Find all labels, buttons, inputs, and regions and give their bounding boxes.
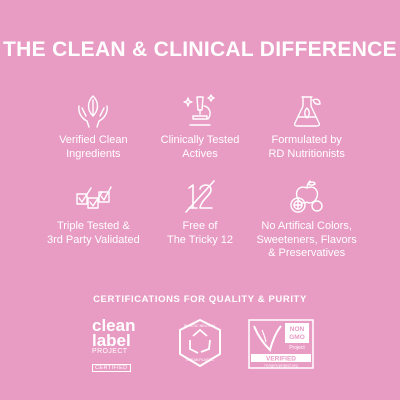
- svg-text:GMO: GMO: [289, 334, 305, 341]
- feature-verified-clean: Verified Clean Ingredients: [40, 92, 147, 178]
- svg-text:OCEAN PLASTIC: OCEAN PLASTIC: [186, 358, 214, 362]
- fruit-icon: [289, 180, 323, 213]
- non-gmo-project-logo: NON GMO Project VERIFIED nongmoproject.o…: [248, 318, 314, 370]
- crossed-12-icon: [185, 180, 215, 213]
- feature-triple-tested: Triple Tested & 3rd Party Validated: [40, 178, 147, 272]
- feature-no-artificial: No Artifical Colors, Sweeteners, Flavors &…: [253, 178, 360, 272]
- feature-label: Verified Clean Ingredients: [59, 134, 128, 160]
- feature-clinically-tested: Clinically Tested Actives: [147, 92, 254, 178]
- triple-check-icon: [76, 186, 113, 209]
- plastic-neutral-logo: PLASTIC NEUTRAL OCEAN PLASTIC: [176, 318, 224, 368]
- svg-text:VERIFIED: VERIFIED: [266, 356, 296, 363]
- microscope-icon: [183, 94, 215, 126]
- feature-tricky-12: Free of The Tricky 12: [147, 178, 254, 272]
- feature-label: Triple Tested & 3rd Party Validated: [46, 220, 140, 246]
- svg-text:PLASTIC NEUTRAL: PLASTIC NEUTRAL: [184, 324, 216, 328]
- feature-label: Clinically Tested Actives: [160, 134, 240, 160]
- hands-leaf-icon: [78, 95, 109, 128]
- page-title: THE CLEAN & CLINICAL DIFFERENCE: [3, 38, 397, 61]
- svg-text:NON: NON: [290, 326, 305, 333]
- feature-label: Formulated by RD Nutritionists: [268, 134, 345, 160]
- svg-text:Project: Project: [289, 345, 305, 351]
- features-grid: Verified Clean Ingredients Clinically Tes…: [40, 92, 360, 272]
- feature-rd-nutritionists: Formulated by RD Nutritionists: [253, 92, 360, 178]
- flask-leaf-icon: [293, 96, 321, 127]
- plastic-neutral-badge: PLASTIC NEUTRAL OCEAN PLASTIC: [179, 318, 221, 368]
- non-gmo-badge: NON GMO Project VERIFIED nongmoproject.o…: [248, 319, 314, 369]
- certifications-title: CERTIFICATIONS FOR QUALITY & PURITY: [93, 294, 307, 305]
- feature-label: Free of The Tricky 12: [166, 220, 233, 246]
- feature-label: No Artifical Colors, Sweeteners, Flavors &…: [256, 220, 357, 259]
- clean-label-project-logo: clean label PROJECT CERTIFIED: [92, 316, 136, 372]
- svg-text:nongmoproject.org: nongmoproject.org: [264, 363, 297, 368]
